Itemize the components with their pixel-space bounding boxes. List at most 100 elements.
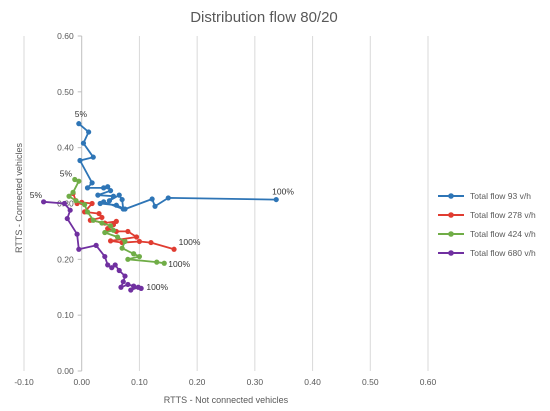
series-1 bbox=[76, 121, 279, 212]
data-point bbox=[122, 206, 128, 212]
data-point bbox=[86, 129, 92, 135]
data-annotation: 5% bbox=[75, 109, 88, 119]
legend-label: Total flow 93 v/h bbox=[470, 191, 531, 201]
x-tick-label: 0.10 bbox=[131, 377, 148, 387]
data-point bbox=[102, 229, 108, 236]
data-point bbox=[41, 199, 47, 205]
data-point bbox=[76, 178, 82, 184]
data-point bbox=[99, 220, 105, 226]
y-tick-label: 0.60 bbox=[57, 31, 74, 41]
data-point bbox=[125, 228, 131, 235]
y-axis-title: RTTS - Connected vehicles bbox=[14, 143, 24, 253]
legend-label: Total flow 680 v/h bbox=[470, 248, 536, 258]
data-point bbox=[133, 234, 140, 240]
x-tick-label: 0.50 bbox=[362, 377, 379, 387]
grid bbox=[23, 36, 429, 371]
data-point bbox=[70, 189, 76, 195]
data-point bbox=[125, 281, 131, 288]
data-point bbox=[105, 184, 111, 190]
y-tick-label: 0.00 bbox=[57, 366, 74, 376]
data-point bbox=[89, 180, 95, 186]
y-tick-label: 0.10 bbox=[57, 310, 74, 320]
data-point bbox=[74, 231, 80, 237]
legend-label: Total flow 278 v/h bbox=[470, 210, 536, 220]
legend-item: Total flow 680 v/h bbox=[438, 248, 536, 258]
data-point bbox=[61, 200, 67, 207]
series-layer bbox=[41, 121, 279, 293]
series-line bbox=[78, 123, 277, 211]
data-point bbox=[119, 196, 125, 203]
data-point bbox=[72, 176, 78, 183]
data-point bbox=[93, 242, 99, 248]
data-point bbox=[131, 251, 137, 257]
data-point bbox=[273, 196, 279, 203]
data-point bbox=[131, 283, 137, 289]
data-point bbox=[128, 287, 134, 293]
annotation-layer: 5% 5% 5% 100% 100% 100% 100% bbox=[30, 109, 295, 292]
data-point bbox=[82, 202, 88, 208]
data-point bbox=[122, 238, 128, 245]
data-point bbox=[113, 202, 119, 208]
data-point bbox=[136, 253, 143, 260]
legend-label: Total flow 424 v/h bbox=[470, 229, 536, 239]
legend-item: Total flow 278 v/h bbox=[438, 210, 536, 220]
legend-marker bbox=[448, 231, 454, 237]
data-point bbox=[154, 259, 160, 265]
data-annotation: 100% bbox=[179, 237, 201, 247]
data-point bbox=[107, 223, 114, 229]
x-axis: -0.10 0.00 0.10 0.20 0.30 0.40 0.50 0.60 bbox=[14, 377, 436, 387]
x-tick-label: 0.40 bbox=[304, 377, 321, 387]
data-point bbox=[118, 284, 124, 290]
x-tick-label: 0.60 bbox=[420, 377, 437, 387]
data-point bbox=[66, 193, 72, 199]
data-point bbox=[76, 121, 82, 127]
data-point bbox=[109, 265, 115, 271]
data-point bbox=[114, 234, 121, 240]
data-point bbox=[171, 246, 177, 252]
legend-marker bbox=[448, 212, 454, 218]
data-point bbox=[67, 207, 73, 213]
legend-item: Total flow 424 v/h bbox=[438, 229, 536, 239]
data-point bbox=[105, 262, 111, 268]
data-point bbox=[110, 193, 117, 199]
data-point bbox=[73, 198, 79, 204]
legend-item: Total flow 93 v/h bbox=[438, 191, 531, 201]
x-tick-label: 0.00 bbox=[73, 377, 90, 387]
y-tick-label: 0.40 bbox=[57, 143, 74, 153]
legend: Total flow 93 v/h Total flow 278 v/h Total… bbox=[438, 191, 536, 258]
legend-marker bbox=[448, 250, 454, 256]
data-point bbox=[148, 239, 154, 246]
data-point bbox=[107, 188, 114, 194]
data-point bbox=[77, 157, 83, 164]
x-tick-label: 0.30 bbox=[247, 377, 264, 387]
data-point bbox=[119, 245, 125, 251]
legend-marker bbox=[448, 193, 454, 199]
data-point bbox=[101, 185, 107, 191]
data-point bbox=[125, 256, 131, 262]
data-point bbox=[138, 285, 144, 291]
data-point bbox=[116, 192, 122, 198]
data-point bbox=[90, 154, 96, 160]
data-annotation: 100% bbox=[146, 282, 168, 292]
y-tick-label: 0.20 bbox=[57, 254, 74, 264]
data-annotation: 5% bbox=[60, 169, 73, 179]
data-point bbox=[90, 217, 96, 223]
data-annotation: 100% bbox=[168, 259, 190, 269]
chart-title: Distribution flow 80/20 bbox=[190, 9, 338, 26]
x-tick-label: 0.20 bbox=[189, 377, 206, 387]
data-point bbox=[107, 238, 114, 244]
data-point bbox=[165, 195, 171, 201]
data-point bbox=[110, 227, 117, 233]
data-point bbox=[112, 262, 118, 268]
data-point bbox=[95, 192, 101, 198]
data-point bbox=[120, 279, 126, 285]
series-3 bbox=[66, 176, 167, 266]
data-point bbox=[149, 196, 155, 202]
data-point bbox=[161, 260, 167, 266]
data-point bbox=[76, 246, 82, 252]
data-point bbox=[122, 273, 128, 279]
data-point bbox=[84, 209, 91, 215]
data-point bbox=[102, 253, 108, 260]
x-tick-label: -0.10 bbox=[14, 377, 34, 387]
